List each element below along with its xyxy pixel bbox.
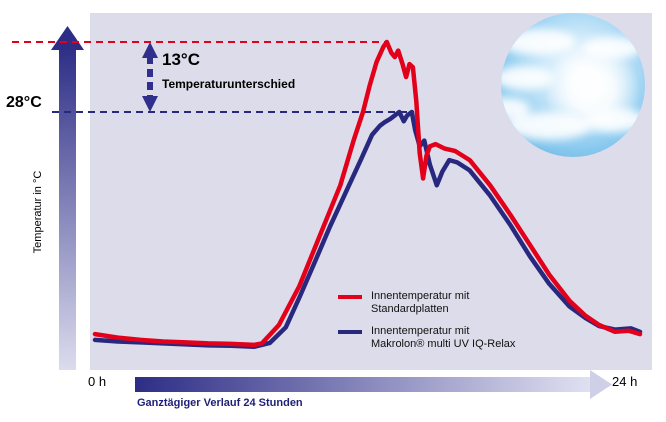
legend-item: Innentemperatur mit Standardplatten — [338, 290, 515, 316]
difference-caption: Temperaturunterschied — [162, 77, 296, 91]
difference-arrow-icon — [142, 42, 158, 112]
legend-label-line: Standardplatten — [371, 303, 449, 315]
series-line-standardplatten — [92, 39, 643, 348]
reference-temp-label: 28°C — [6, 94, 42, 111]
difference-value: 13°C — [162, 50, 200, 69]
legend: Innentemperatur mit Standardplatten Inne… — [338, 290, 515, 360]
legend-swatch-makrolon — [338, 330, 362, 334]
x-axis-label: Ganztägiger Verlauf 24 Stunden — [137, 397, 303, 409]
x-axis-arrow — [135, 370, 612, 399]
y-axis-label: Temperatur in °C — [32, 170, 44, 254]
x-start-label: 0 h — [88, 374, 107, 389]
sun-clouds-image — [501, 13, 645, 157]
y-axis-arrow — [51, 26, 84, 370]
legend-label: Innentemperatur mit Makrolon® multi UV I… — [371, 325, 515, 351]
legend-label-line: Makrolon® multi UV IQ-Relax — [371, 338, 516, 350]
legend-item: Innentemperatur mit Makrolon® multi UV I… — [338, 325, 515, 351]
x-end-label: 24 h — [612, 374, 638, 389]
legend-swatch-standardplatten — [338, 295, 362, 299]
legend-label-line: Innentemperatur mit — [371, 325, 470, 337]
legend-label: Innentemperatur mit Standardplatten — [371, 290, 469, 316]
legend-label-line: Innentemperatur mit — [371, 290, 470, 302]
